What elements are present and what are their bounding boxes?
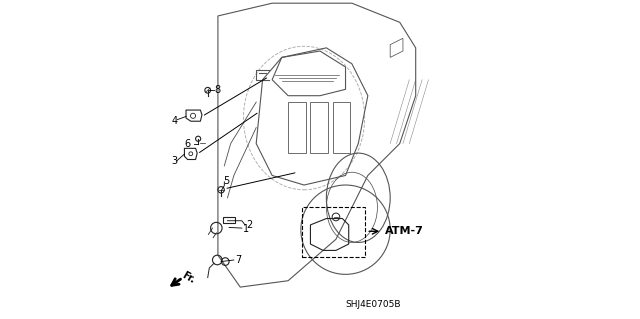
Bar [288,102,306,153]
Text: 5: 5 [223,176,229,186]
Text: 4: 4 [172,115,178,126]
Text: 3: 3 [172,156,178,166]
Text: ATM-7: ATM-7 [385,226,424,236]
Text: 6: 6 [185,139,191,149]
Text: SHJ4E0705B: SHJ4E0705B [346,300,401,309]
Text: 1: 1 [243,224,250,234]
Text: 2: 2 [246,220,252,230]
Text: Fr.: Fr. [180,270,196,285]
Text: 8: 8 [215,85,221,95]
Bar [223,217,236,223]
Bar [303,207,365,257]
Bar [310,102,328,153]
Bar [333,102,350,153]
Text: 7: 7 [235,255,241,265]
